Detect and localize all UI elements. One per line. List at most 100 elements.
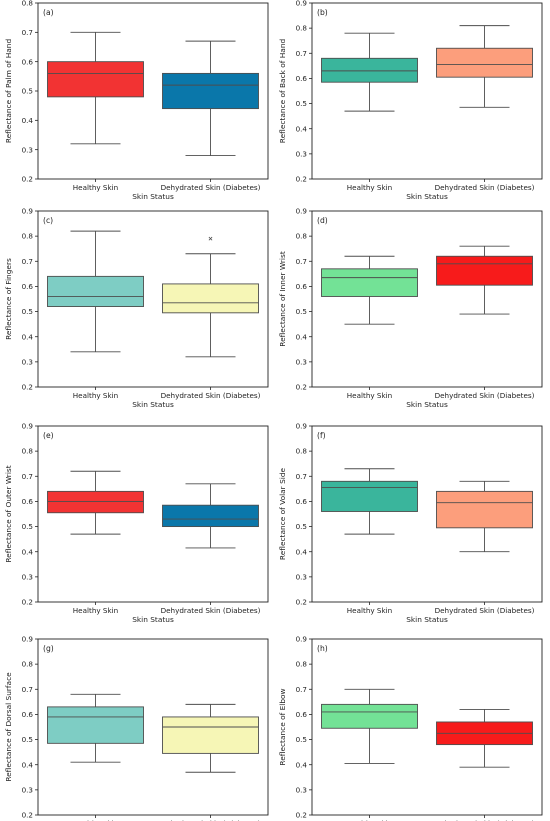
x-tick-label: Healthy Skin bbox=[347, 819, 392, 821]
y-tick-label: 0.7 bbox=[22, 685, 33, 694]
iqr-box bbox=[321, 703, 418, 729]
y-tick-label: 0.2 bbox=[22, 383, 33, 392]
y-tick-label: 0.9 bbox=[22, 635, 34, 644]
y-tick-label: 0.9 bbox=[22, 422, 34, 431]
y-tick-label: 0.8 bbox=[22, 660, 34, 669]
chart-panel: 0.2 0.3 0.4 0.5 0.6 0.7 0.8 0.9 Healthy Skin Dehy… bbox=[278, 207, 543, 409]
panel-label: (c) bbox=[43, 216, 53, 225]
y-tick-label: 0.6 bbox=[296, 74, 308, 83]
y-tick-label: 0.7 bbox=[296, 472, 307, 481]
iqr-box bbox=[162, 504, 259, 528]
x-tick-label: Dehydrated Skin (Diabetes) bbox=[435, 391, 535, 400]
y-tick-label: 0.2 bbox=[22, 598, 33, 607]
x-axis-label: Skin Status bbox=[132, 615, 174, 624]
y-tick-label: 0.3 bbox=[296, 149, 307, 158]
box-dehydrated bbox=[162, 40, 259, 156]
y-tick-label: 0.8 bbox=[296, 24, 308, 33]
box-dehydrated bbox=[162, 236, 259, 358]
y-tick-label: 0.5 bbox=[296, 99, 307, 108]
y-tick-label: 0.5 bbox=[296, 522, 307, 531]
iqr-box bbox=[47, 61, 144, 98]
y-tick-label: 0.9 bbox=[296, 0, 308, 8]
chart-panel: 0.2 0.3 0.4 0.5 0.6 0.7 0.8 Healthy Skin Dehydra… bbox=[4, 0, 269, 201]
iqr-box bbox=[162, 283, 259, 314]
plot-frame bbox=[311, 2, 543, 180]
y-tick-label: 0.2 bbox=[296, 598, 307, 607]
box-dehydrated bbox=[436, 708, 533, 768]
y-tick-label: 0.4 bbox=[22, 760, 34, 769]
iqr-box bbox=[321, 268, 418, 297]
y-tick-label: 0.5 bbox=[296, 307, 307, 316]
box-healthy bbox=[47, 230, 144, 353]
y-tick-label: 0.6 bbox=[22, 710, 34, 719]
x-axis-label: Skin Status bbox=[132, 400, 174, 409]
x-tick-label: Healthy Skin bbox=[347, 606, 392, 615]
y-tick-label: 0.7 bbox=[22, 257, 33, 266]
y-tick-label: 0.5 bbox=[22, 87, 33, 96]
y-tick-label: 0.7 bbox=[22, 472, 33, 481]
y-tick-label: 0.4 bbox=[296, 760, 308, 769]
y-tick-label: 0.2 bbox=[22, 811, 33, 820]
y-tick-label: 0.8 bbox=[22, 232, 34, 241]
panel-label: (f) bbox=[317, 431, 326, 440]
y-tick-label: 0.4 bbox=[22, 116, 34, 125]
x-axis-label: Skin Status bbox=[406, 615, 448, 624]
y-tick-label: 0.8 bbox=[296, 660, 308, 669]
y-tick-label: 0.4 bbox=[296, 332, 308, 341]
x-tick-label: Dehydrated Skin (Diabetes) bbox=[435, 819, 535, 821]
y-tick-label: 0.5 bbox=[22, 522, 33, 531]
chart-panel: 0.2 0.3 0.4 0.5 0.6 0.7 0.8 0.9 Healthy Skin Dehy… bbox=[278, 0, 543, 201]
y-tick-label: 0.3 bbox=[296, 357, 307, 366]
box-healthy bbox=[47, 470, 144, 535]
box-healthy bbox=[47, 31, 144, 145]
y-tick-label: 0.2 bbox=[296, 383, 307, 392]
y-tick-label: 0.7 bbox=[296, 685, 307, 694]
box-dehydrated bbox=[162, 703, 259, 773]
chart-panel: 0.2 0.3 0.4 0.5 0.6 0.7 0.8 0.9 Healthy Skin Dehy… bbox=[4, 422, 269, 624]
iqr-box bbox=[436, 47, 533, 78]
y-tick-label: 0.2 bbox=[22, 175, 33, 184]
y-tick-label: 0.4 bbox=[296, 547, 308, 556]
x-axis-label: Skin Status bbox=[132, 192, 174, 201]
y-axis-label: Reflectance of Dorsal Surface bbox=[4, 672, 13, 782]
box-dehydrated bbox=[436, 245, 533, 315]
y-tick-label: 0.3 bbox=[22, 145, 33, 154]
iqr-box bbox=[321, 57, 418, 83]
y-tick-label: 0.6 bbox=[22, 497, 34, 506]
y-tick-label: 0.3 bbox=[22, 572, 33, 581]
y-axis-label: Reflectance of Volar Side bbox=[278, 467, 287, 560]
y-tick-label: 0.3 bbox=[296, 572, 307, 581]
y-tick-label: 0.6 bbox=[22, 282, 34, 291]
box-healthy bbox=[321, 468, 418, 535]
iqr-box bbox=[47, 275, 144, 307]
y-tick-label: 0.9 bbox=[22, 207, 34, 216]
plot-frame bbox=[311, 210, 543, 388]
x-tick-label: Dehydrated Skin (Diabetes) bbox=[161, 183, 261, 192]
outlier-point bbox=[208, 236, 213, 241]
y-tick-label: 0.9 bbox=[296, 635, 308, 644]
y-tick-label: 0.6 bbox=[296, 282, 308, 291]
y-tick-label: 0.6 bbox=[296, 710, 308, 719]
x-tick-label: Dehydrated Skin (Diabetes) bbox=[161, 606, 261, 615]
chart-panel: 0.2 0.3 0.4 0.5 0.6 0.7 0.8 0.9 Healthy Skin Dehy… bbox=[278, 422, 543, 624]
y-tick-label: 0.6 bbox=[296, 497, 308, 506]
iqr-box bbox=[162, 72, 259, 110]
y-tick-label: 0.3 bbox=[296, 785, 307, 794]
y-tick-label: 0.2 bbox=[296, 811, 307, 820]
box-healthy bbox=[47, 693, 144, 763]
box-healthy bbox=[321, 688, 418, 764]
y-tick-label: 0.7 bbox=[296, 49, 307, 58]
y-tick-label: 0.4 bbox=[22, 547, 34, 556]
x-tick-label: Healthy Skin bbox=[73, 183, 118, 192]
y-tick-label: 0.3 bbox=[22, 785, 33, 794]
panel-label: (a) bbox=[43, 8, 54, 17]
chart-panel: 0.2 0.3 0.4 0.5 0.6 0.7 0.8 0.9 Healthy Skin Dehy… bbox=[278, 635, 543, 821]
panel-label: (g) bbox=[43, 644, 54, 653]
y-axis-label: Reflectance of Outer Wrist bbox=[4, 465, 13, 562]
panel-label: (d) bbox=[317, 216, 328, 225]
x-tick-label: Dehydrated Skin (Diabetes) bbox=[161, 819, 261, 821]
x-tick-label: Healthy Skin bbox=[73, 819, 118, 821]
panel-label: (e) bbox=[43, 431, 54, 440]
x-tick-label: Healthy Skin bbox=[347, 183, 392, 192]
